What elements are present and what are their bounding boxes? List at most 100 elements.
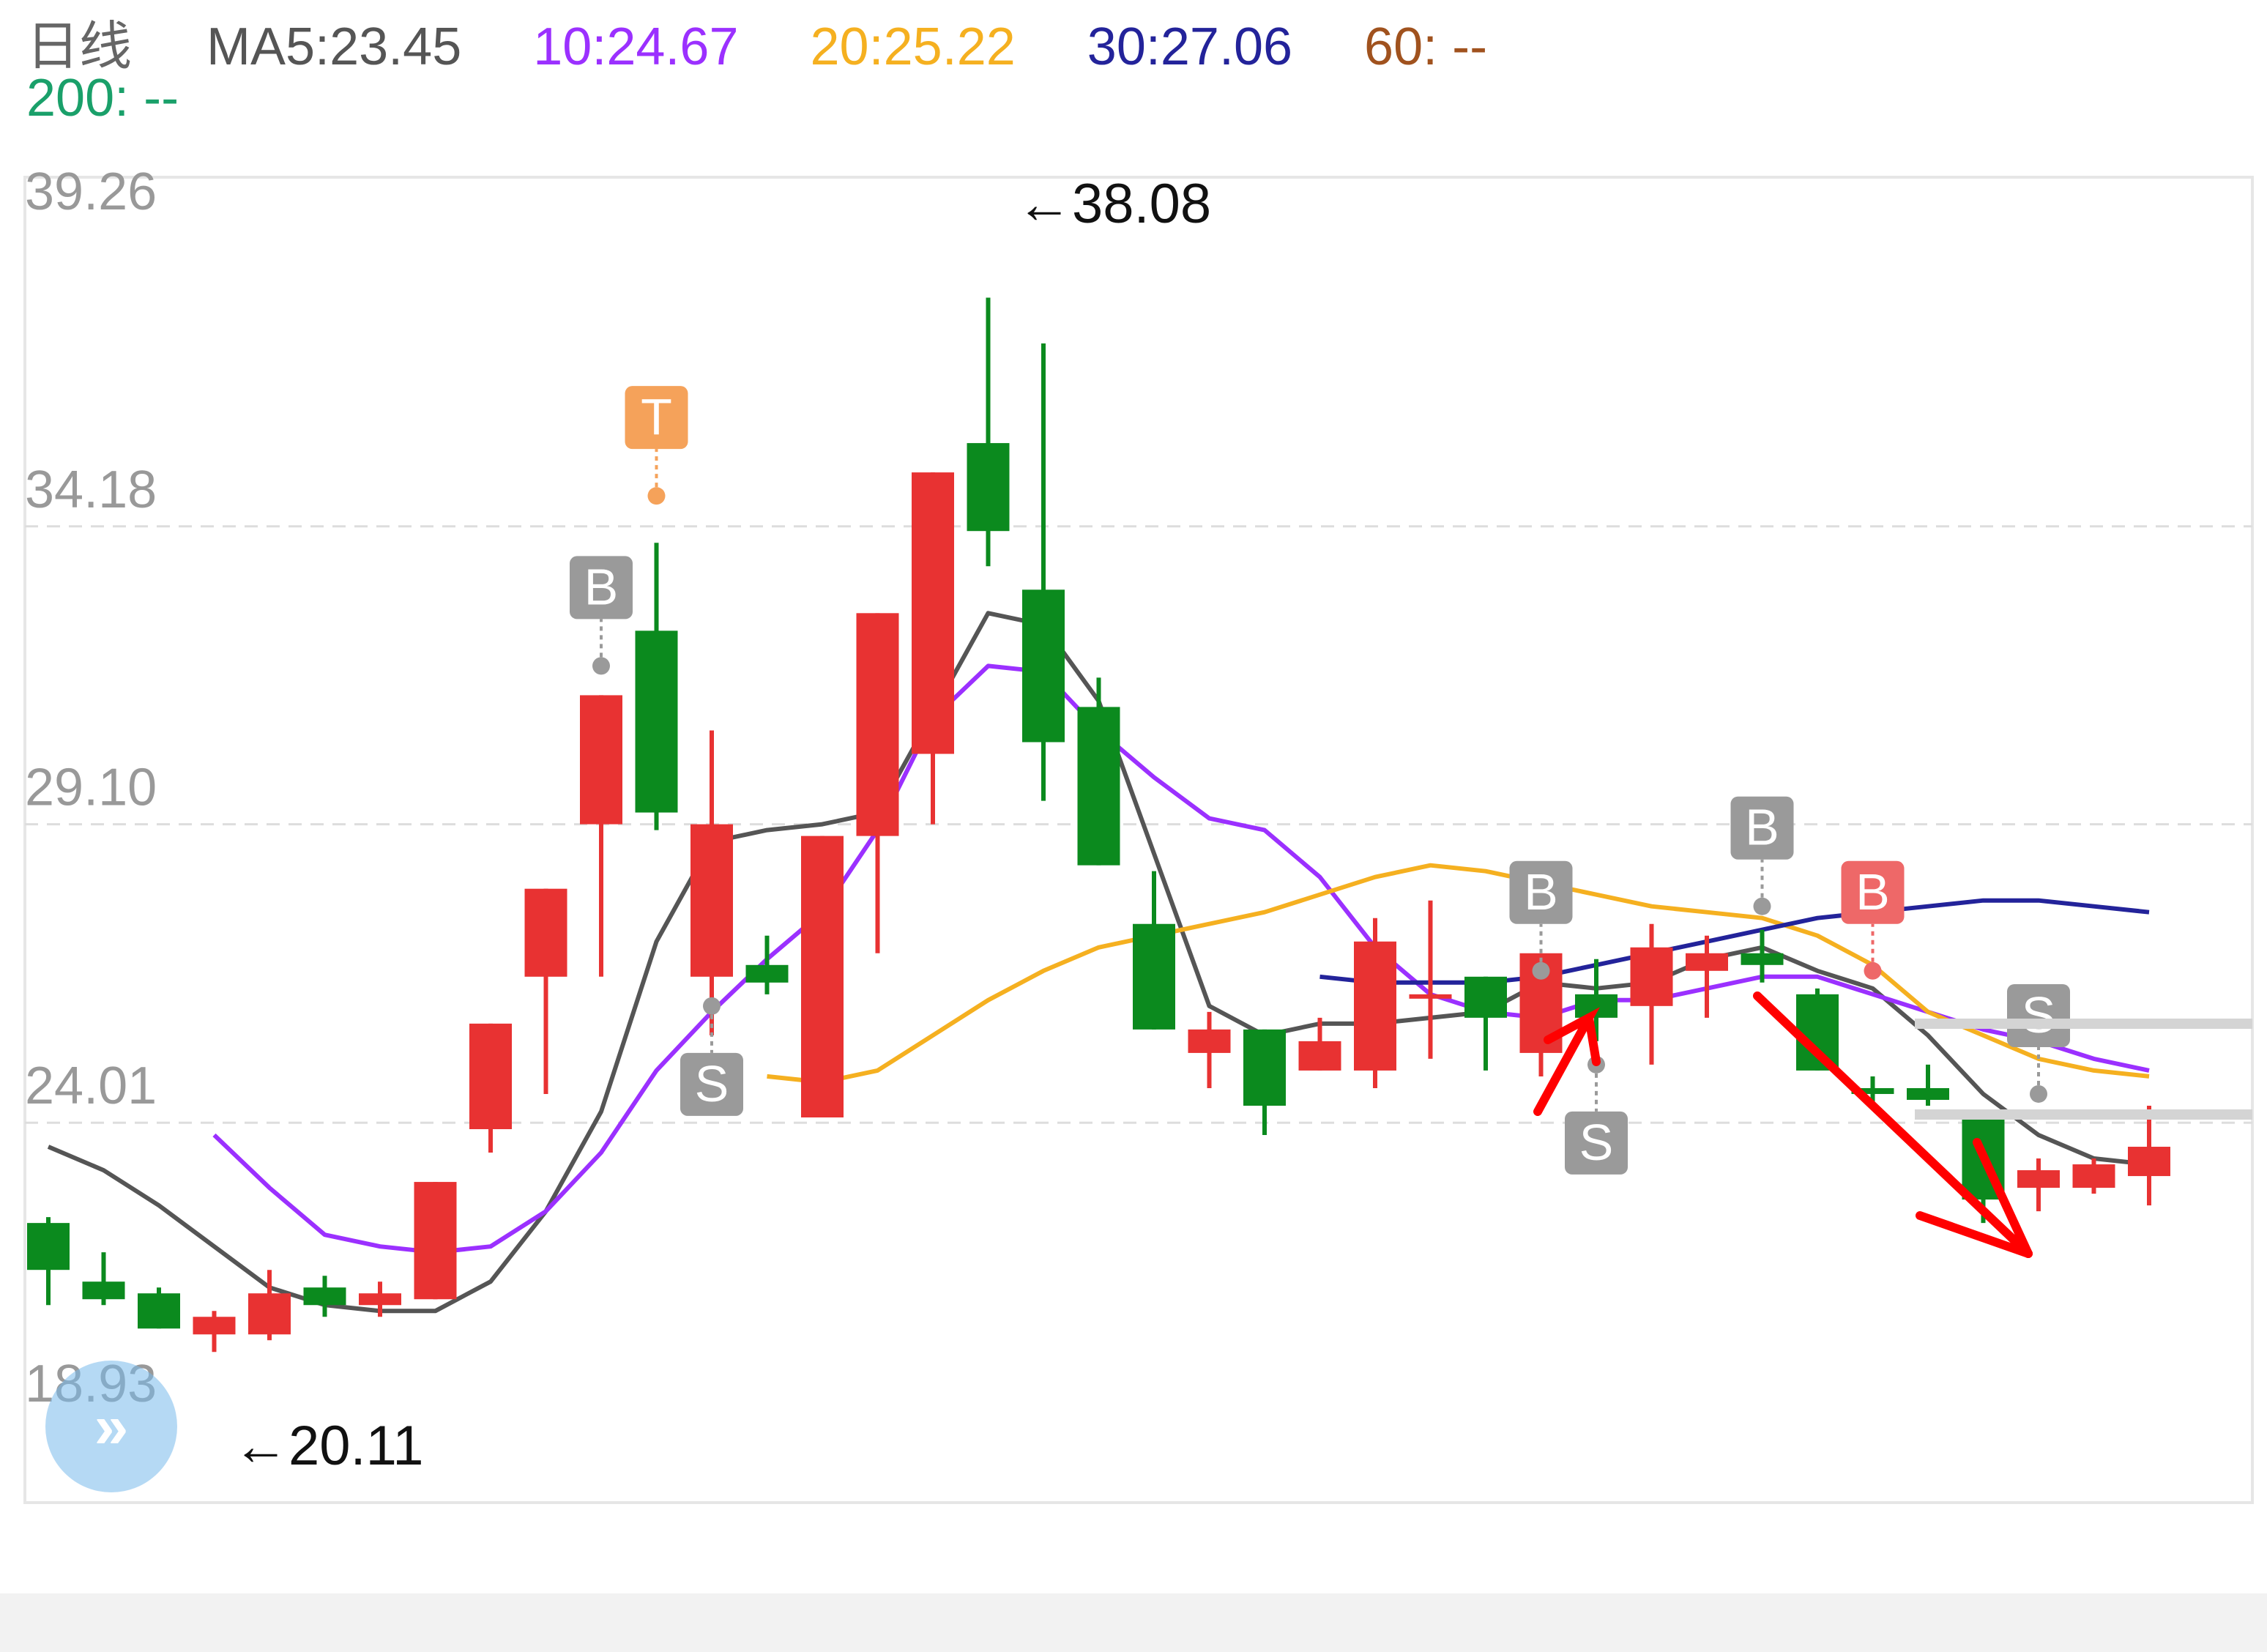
candle xyxy=(469,1023,512,1153)
signal-badge xyxy=(570,556,633,620)
candle xyxy=(193,1311,236,1353)
candle xyxy=(248,1270,291,1341)
candle xyxy=(1298,1017,1341,1071)
signal-label: S xyxy=(1579,1114,1614,1171)
candle-body xyxy=(1464,976,1507,1018)
annotation-arrows xyxy=(1533,991,2033,1258)
signal-label: B xyxy=(1745,799,1779,856)
ma10-value: 10:24.67 xyxy=(533,18,739,76)
candle-body xyxy=(359,1293,401,1306)
ma5-value: MA5:23.45 xyxy=(206,18,462,76)
low-price-label: ←20.11 xyxy=(233,1415,424,1477)
candle xyxy=(856,613,899,953)
candle xyxy=(967,297,1010,567)
candle xyxy=(1133,871,1175,1030)
candle-body xyxy=(1686,953,1728,971)
candle-body xyxy=(1077,707,1120,866)
ma-legend: 日线 MA5:23.45 10:24.67 20:25.22 30:27.06 … xyxy=(26,10,2223,135)
candle-body xyxy=(1298,1041,1341,1071)
candle-body xyxy=(690,824,733,977)
red-arrow-down-long xyxy=(1753,991,2033,1258)
candle-body xyxy=(1630,947,1673,1006)
candle-body xyxy=(138,1293,180,1329)
candle xyxy=(1354,918,1396,1088)
candle xyxy=(1741,929,1784,983)
annotations: ←38.08 ←20.11 xyxy=(233,173,2252,1477)
candle-body xyxy=(524,888,567,977)
candle-body xyxy=(745,964,789,983)
candle xyxy=(1575,959,1618,1041)
y-tick-label: 29.10 xyxy=(25,759,157,817)
ma-line-ma10 xyxy=(212,663,2150,1255)
candle-body xyxy=(1133,923,1175,1030)
candle xyxy=(1686,935,1728,1018)
ma30-value: 30:27.06 xyxy=(1087,18,1293,76)
candle xyxy=(912,472,954,825)
signal-label: S xyxy=(2022,986,2056,1043)
y-tick-label: 34.18 xyxy=(25,461,157,519)
candle xyxy=(27,1217,70,1306)
signal-t: T xyxy=(625,386,688,505)
candle xyxy=(414,1182,457,1300)
candle xyxy=(1464,976,1507,1071)
candle xyxy=(801,836,844,1117)
candle-body xyxy=(1851,1087,1894,1094)
candle xyxy=(2072,1158,2115,1194)
candle-body xyxy=(1022,589,1065,743)
candle-body xyxy=(801,836,844,1117)
candle-body xyxy=(856,613,899,836)
signal-b: B xyxy=(1509,860,1573,980)
red-arrow-down-head-a xyxy=(1916,1211,2033,1258)
ma20-value: 20:25.22 xyxy=(810,18,1016,76)
candle-body xyxy=(1575,994,1618,1018)
candle xyxy=(1243,1029,1286,1136)
candle-body xyxy=(1409,994,1452,999)
signal-badge xyxy=(1841,860,1905,924)
double-chevron-icon: » xyxy=(94,1391,129,1461)
y-tick-label: 24.01 xyxy=(25,1057,157,1115)
candle xyxy=(1630,923,1673,1065)
candle-body xyxy=(635,630,678,813)
red-arrow-up-head xyxy=(1585,1013,1601,1066)
candle-body xyxy=(82,1281,125,1300)
candle-body xyxy=(2072,1164,2115,1188)
period-label[interactable]: 日线 xyxy=(26,18,133,76)
signal-dot xyxy=(1532,961,1550,980)
candle-body xyxy=(414,1182,457,1300)
candle xyxy=(359,1281,401,1317)
floating-expand-button[interactable]: » xyxy=(45,1361,177,1492)
ma-line-ma30 xyxy=(1319,898,2150,985)
candle-body xyxy=(1907,1087,1949,1100)
candle-body xyxy=(1188,1029,1231,1053)
signal-dot xyxy=(647,487,666,505)
candle xyxy=(1907,1064,1949,1106)
candle xyxy=(524,888,567,1094)
ma200-value: 200: -- xyxy=(26,69,179,127)
signal-s: S xyxy=(1565,1055,1628,1175)
signal-label: S xyxy=(695,1055,729,1112)
signal-label: B xyxy=(584,558,619,615)
trade-signals: B T S B S B B S xyxy=(570,386,2070,1175)
candle-body xyxy=(1796,994,1839,1071)
candle xyxy=(1022,343,1065,801)
candle-body xyxy=(912,472,954,754)
candle xyxy=(580,695,622,977)
candle xyxy=(2128,1105,2170,1206)
signal-s: S xyxy=(680,997,743,1116)
candle xyxy=(138,1287,180,1329)
candle-body xyxy=(1243,1029,1286,1106)
signal-dot xyxy=(1753,897,1771,915)
signal-dot xyxy=(1864,961,1882,980)
candle-body xyxy=(1741,953,1784,965)
candle xyxy=(1188,1011,1231,1088)
signal-label: B xyxy=(1855,863,1890,920)
signal-badge xyxy=(625,386,688,450)
candle xyxy=(1409,900,1452,1059)
chart-grid xyxy=(23,176,2254,1504)
candle-body xyxy=(580,695,622,825)
high-price-label: ←38.08 xyxy=(1016,173,1211,235)
candle-body xyxy=(1354,941,1396,1071)
signal-dot xyxy=(592,657,610,675)
bottom-bar xyxy=(0,1593,2267,1652)
